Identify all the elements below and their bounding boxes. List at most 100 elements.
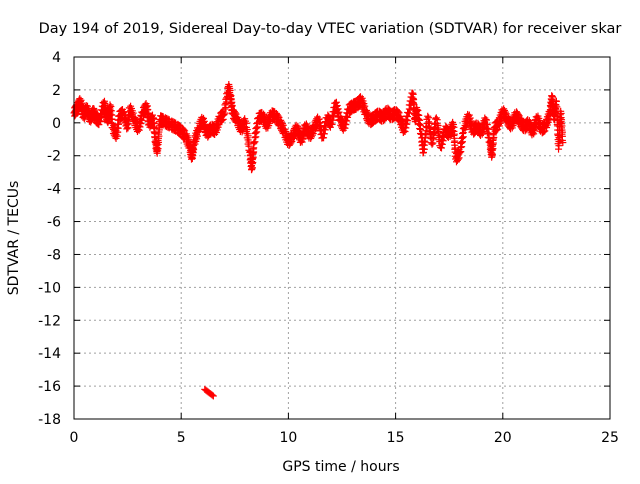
data-point-band: [455, 154, 463, 162]
y-tick-label: 2: [52, 83, 61, 99]
data-point-band: [457, 139, 465, 147]
data-point-band: [109, 121, 117, 129]
data-point-band: [361, 102, 369, 110]
data-point-band: [399, 129, 407, 137]
x-tick-label: 15: [387, 430, 405, 446]
data-point-band: [97, 118, 105, 126]
data-point-band: [556, 119, 564, 127]
data-point-band: [312, 125, 320, 133]
data-point-band: [539, 128, 547, 136]
data-point-band: [154, 138, 162, 146]
data-point-band: [278, 118, 286, 126]
data-point-band: [376, 108, 384, 116]
data-point-band: [558, 122, 566, 130]
data-point-band: [483, 116, 491, 124]
data-point-band: [500, 105, 508, 113]
data-point-band: [490, 133, 498, 141]
data-point-band: [309, 130, 317, 138]
data-point-band: [219, 115, 227, 123]
data-point-band: [175, 121, 183, 129]
data-point-band: [394, 108, 402, 116]
data-point-band: [429, 139, 437, 147]
data-point-band: [242, 119, 250, 127]
data-point-band: [228, 102, 236, 110]
y-tick-label: -8: [47, 247, 61, 263]
y-tick-label: -14: [38, 346, 61, 362]
data-point-band: [287, 139, 295, 147]
data-point-band: [315, 115, 323, 123]
x-axis-label: GPS time / hours: [282, 459, 399, 475]
data-point-band: [277, 116, 285, 124]
data-point-band: [253, 128, 261, 136]
y-tick-label: -10: [38, 280, 61, 296]
y-tick-label: -12: [38, 313, 61, 329]
data-point-band: [344, 113, 352, 121]
data-point-band: [401, 128, 409, 136]
data-point-band: [449, 127, 457, 135]
x-tick-label: 25: [601, 430, 619, 446]
data-point-band: [421, 138, 429, 146]
data-points-layer: [70, 80, 567, 400]
data-point-band: [451, 137, 459, 145]
data-point-band: [338, 115, 346, 123]
data-point-band: [329, 116, 337, 124]
data-point-band: [288, 137, 296, 145]
data-point-band: [154, 145, 162, 153]
data-point: [413, 106, 421, 114]
data-point-band: [483, 121, 491, 129]
data-point-band: [129, 109, 137, 117]
data-point-band: [274, 112, 282, 120]
data-point-band: [252, 133, 260, 141]
data-point-band: [231, 109, 239, 117]
data-point-band: [243, 126, 251, 134]
data-point-band: [425, 114, 433, 122]
data-point-band: [343, 117, 351, 125]
data-point-band: [77, 96, 85, 104]
data-point-band: [466, 114, 474, 122]
data-point: [424, 112, 432, 120]
data-point-band: [492, 127, 500, 135]
data-point-band: [416, 116, 424, 124]
data-point: [432, 114, 440, 122]
data-point-band: [459, 133, 467, 141]
data-point-band: [328, 120, 336, 128]
data-point-band: [433, 116, 441, 124]
grid-layer: [74, 57, 610, 419]
y-tick-label: -6: [47, 215, 61, 231]
data-point-band: [458, 143, 466, 151]
y-axis-label: SDTVAR / TECUs: [6, 181, 22, 296]
data-point-band: [335, 108, 343, 116]
data-point: [456, 148, 464, 156]
data-point-band: [458, 130, 466, 138]
data-point-band: [252, 125, 260, 133]
data-point-band: [110, 123, 118, 131]
data-point-band: [416, 125, 424, 133]
data-point-band: [458, 134, 466, 142]
data-point-band: [136, 123, 144, 131]
data-point: [250, 139, 258, 147]
data-point-band: [316, 119, 324, 127]
data-point: [419, 148, 427, 156]
y-tick-label: -16: [38, 379, 61, 395]
data-point-band: [414, 106, 422, 114]
data-point-band: [185, 136, 193, 144]
x-axis-ticks: 0 5 10 15 20 25: [70, 57, 619, 446]
y-tick-label: -4: [47, 182, 61, 198]
data-point-band: [363, 108, 371, 116]
data-point-band: [97, 114, 105, 122]
data-point-band: [558, 128, 566, 136]
data-point-band: [501, 108, 509, 116]
data-point-band: [138, 116, 146, 124]
data-point-band: [215, 121, 223, 129]
data-point: [220, 111, 228, 119]
data-point-band: [151, 130, 159, 138]
data-point-band: [190, 146, 198, 154]
data-point-band: [531, 127, 539, 135]
data-point-band: [332, 98, 340, 106]
plot-frame: [73, 56, 611, 420]
data-point-band: [435, 128, 443, 136]
data-point-band: [308, 131, 316, 139]
data-point-band: [201, 120, 209, 128]
data-point-band: [258, 108, 266, 116]
